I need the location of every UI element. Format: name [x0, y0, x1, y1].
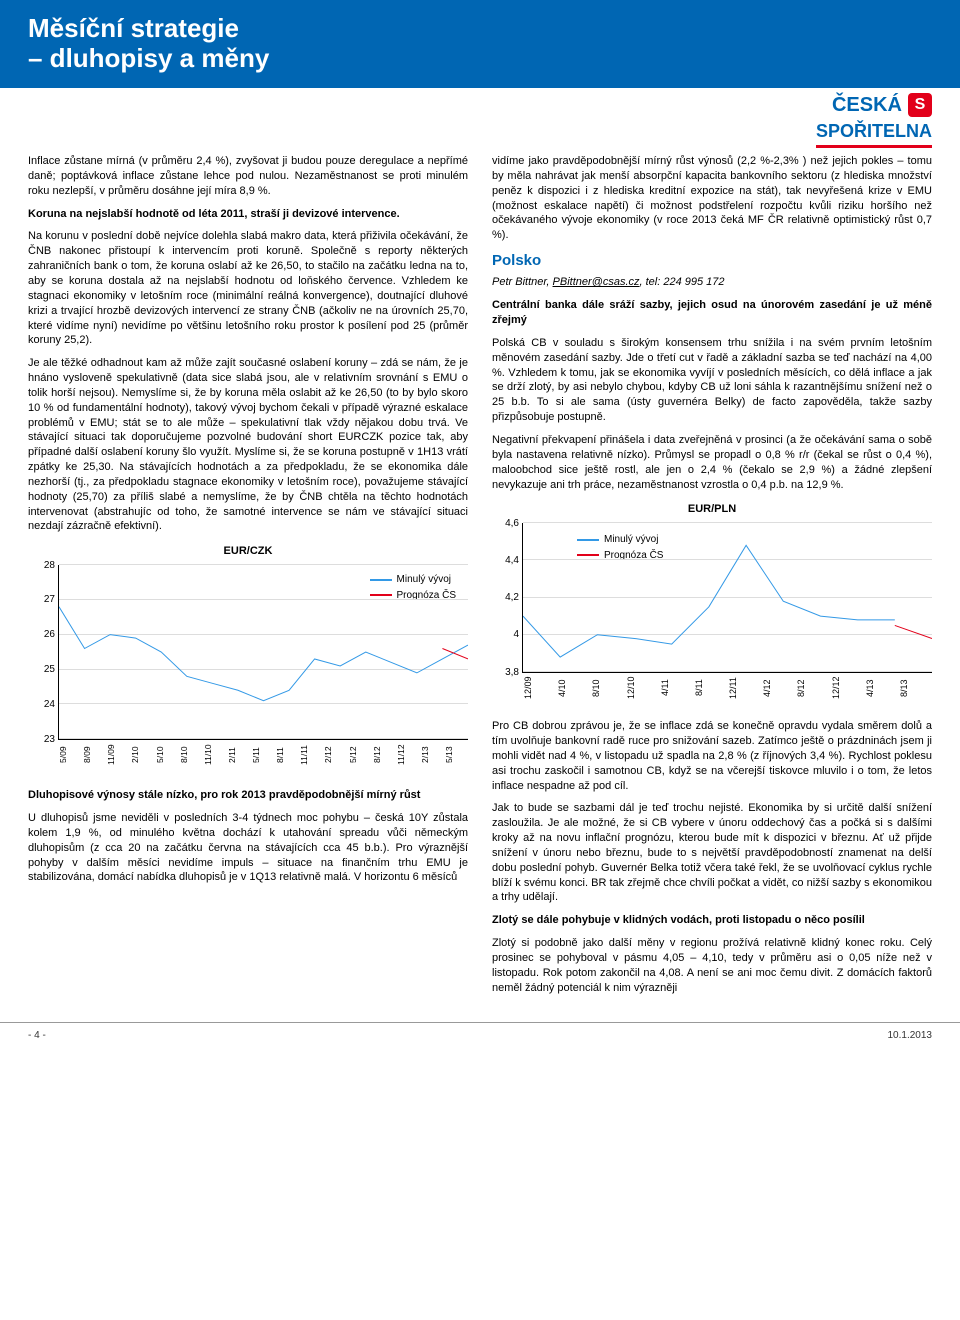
chart-plot: Minulý vývoj Prognóza ČS 3,844,24,44,6 [522, 523, 932, 673]
chart-eurczk: EUR/CZK Minulý vývoj Prognóza ČS 2324252… [28, 544, 468, 772]
page-header: Měsíční strategie – dluhopisy a měny [0, 0, 960, 88]
page-footer: - 4 - 10.1.2013 [0, 1022, 960, 1049]
left-column: Inflace zůstane mírná (v průměru 2,4 %),… [28, 154, 468, 1003]
page-number: - 4 - [28, 1029, 46, 1043]
subhead: Centrální banka dále sráží sazby, jejich… [492, 298, 932, 328]
para: U dluhopisů jsme neviděli v posledních 3… [28, 811, 468, 885]
para: Negativní překvapení přinášela i data zv… [492, 433, 932, 492]
logo-bottom: SPOŘITELNA [816, 119, 932, 148]
para: Je ale těžké odhadnout kam až může zajít… [28, 356, 468, 534]
logo-top: ČESKÁ [832, 92, 902, 119]
x-axis: 5/098/0911/092/105/108/1011/102/115/118/… [58, 740, 468, 772]
chart-title: EUR/CZK [28, 544, 468, 559]
right-column: vidíme jako pravděpodobnější mírný růst … [492, 154, 932, 1003]
logo-mark-icon: S [908, 93, 932, 117]
author-email-link[interactable]: PBittner@csas.cz [553, 276, 640, 288]
footer-date: 10.1.2013 [888, 1029, 933, 1043]
para: vidíme jako pravděpodobnější mírný růst … [492, 154, 932, 243]
section-heading: Polsko [492, 251, 932, 271]
subhead: Zlotý se dále pohybuje v klidných vodách… [492, 913, 932, 928]
para: Inflace zůstane mírná (v průměru 2,4 %),… [28, 154, 468, 199]
content-columns: Inflace zůstane mírná (v průměru 2,4 %),… [0, 154, 960, 1013]
para: Na korunu v poslední době nejvíce dolehl… [28, 229, 468, 348]
logo-block: ČESKÁ S SPOŘITELNA [0, 92, 960, 154]
subhead: Koruna na nejslabší hodnotě od léta 2011… [28, 207, 468, 222]
author-line: Petr Bittner, PBittner@csas.cz, tel: 224… [492, 275, 932, 290]
chart-title: EUR/PLN [492, 502, 932, 517]
para: Pro CB dobrou zprávou je, že se inflace … [492, 719, 932, 793]
para: Jak to bude se sazbami dál je teď trochu… [492, 801, 932, 905]
title: Měsíční strategie – dluhopisy a měny [28, 14, 932, 74]
subhead: Dluhopisové výnosy stále nízko, pro rok … [28, 788, 468, 803]
x-axis: 12/094/108/1012/104/118/1112/114/128/121… [522, 673, 932, 703]
para: Polská CB v souladu s širokým konsensem … [492, 336, 932, 425]
para: Zlotý si podobně jako další měny v regio… [492, 936, 932, 995]
chart-plot: Minulý vývoj Prognóza ČS 232425262728 [58, 565, 468, 740]
chart-eurpln: EUR/PLN Minulý vývoj Prognóza ČS 3,844,2… [492, 502, 932, 703]
